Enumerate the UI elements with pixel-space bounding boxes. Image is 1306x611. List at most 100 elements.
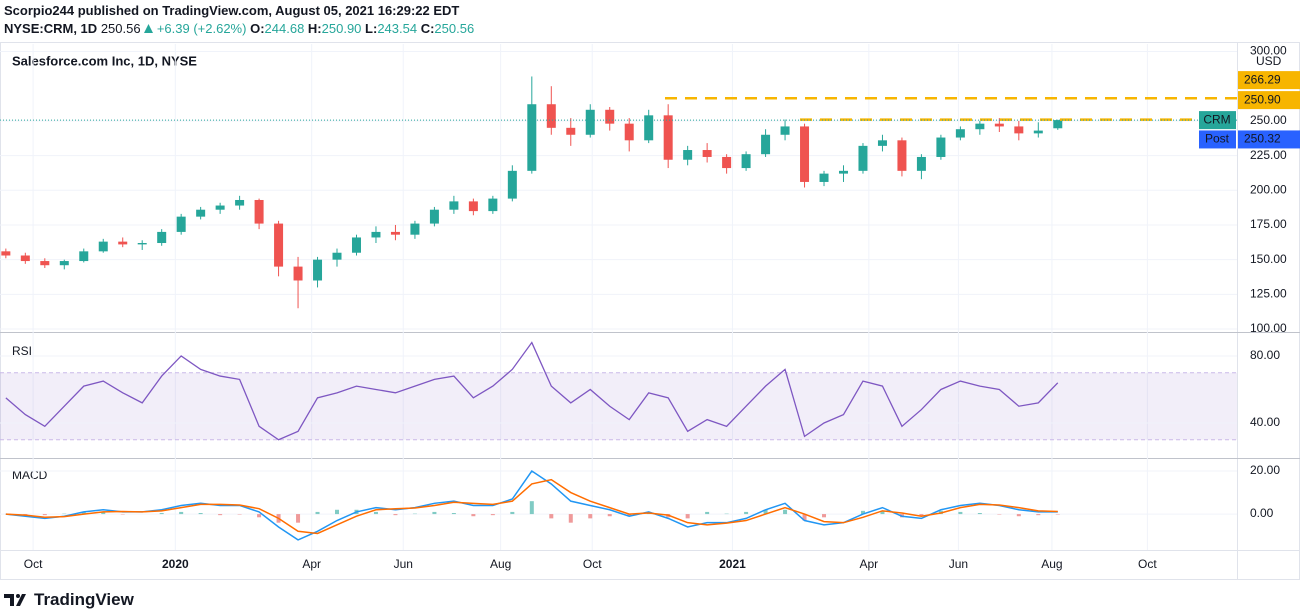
post-name-box — [1199, 130, 1236, 149]
candle-body — [59, 261, 69, 266]
chart: Salesforce.com Inc, 1D, NYSE USD RSI MAC… — [0, 42, 1300, 580]
x-tick-label: 2020 — [162, 557, 189, 571]
candle-body — [429, 209, 439, 224]
candle-body — [527, 104, 537, 171]
histogram-bar — [802, 514, 807, 521]
histogram-bar — [529, 501, 534, 515]
candle-body — [371, 231, 381, 238]
candle-body — [507, 170, 517, 199]
ohlc-label: O: — [250, 21, 265, 36]
x-tick-label: Aug — [490, 557, 511, 571]
histogram-bar — [783, 509, 788, 515]
candle-body — [975, 123, 985, 130]
candle-body — [1, 251, 11, 256]
candle-body — [196, 209, 206, 217]
histogram-bar — [101, 511, 106, 515]
candle-body — [605, 109, 615, 124]
candle-body — [1033, 130, 1043, 134]
candle-body — [897, 140, 907, 171]
x-tick-label: Oct — [24, 557, 43, 571]
logo — [4, 594, 26, 606]
brand: TradingView — [34, 590, 134, 609]
y-tick-label: 100.00 — [1250, 321, 1287, 335]
candle-body — [40, 261, 50, 266]
candle-body — [176, 216, 186, 232]
last-name-box — [1199, 111, 1236, 130]
histogram-bar — [257, 514, 262, 518]
candle-body — [585, 109, 595, 135]
candle-body — [468, 201, 478, 212]
chart-title: Salesforce.com Inc, 1D, NYSE — [12, 53, 197, 68]
rsi-line — [5, 341, 1059, 441]
histogram-bar — [510, 511, 515, 515]
candle-body — [20, 255, 30, 262]
candle-body — [683, 150, 693, 160]
histogram-bar — [198, 512, 203, 515]
histogram-bar — [919, 514, 924, 517]
x-tick-label: Apr — [302, 557, 321, 571]
y-tick-label: 40.00 — [1250, 415, 1280, 429]
post-name: Post — [1205, 132, 1230, 146]
candle-body — [800, 126, 810, 182]
histogram-bar — [568, 514, 573, 523]
candle-body — [98, 241, 108, 252]
ohlc-value: 243.54 — [377, 21, 418, 36]
histogram-bar — [860, 510, 865, 515]
candle-body — [877, 140, 887, 146]
histogram-bar — [432, 511, 437, 515]
symbol-line: NYSE:CRM, 1D 250.56 +6.39 (+2.62%) O:244… — [4, 20, 474, 38]
histogram-bar — [81, 511, 86, 515]
price: 250.56 — [100, 21, 141, 36]
candle-body — [644, 115, 654, 141]
candle-body — [858, 145, 868, 171]
candle-body — [780, 126, 790, 135]
candle-body — [955, 129, 965, 138]
histogram-bar — [471, 514, 476, 517]
symbol: NYSE:CRM, 1D — [4, 21, 98, 36]
candle-body — [838, 170, 848, 174]
histogram-bar — [296, 514, 301, 523]
x-tick-label: Oct — [1138, 557, 1157, 571]
level-label-box — [1238, 71, 1300, 90]
y-tick-label: 80.00 — [1250, 348, 1280, 362]
publisher: Scorpio244 published on TradingView.com,… — [4, 3, 460, 18]
y-tick-label: 225.00 — [1250, 148, 1287, 162]
candle-body — [761, 134, 771, 155]
histogram-bar — [627, 514, 632, 517]
histogram-bar — [685, 514, 690, 519]
histogram-bar — [373, 511, 378, 515]
ohlc-value: 250.56 — [434, 21, 475, 36]
histogram-bar — [763, 509, 768, 515]
y-tick-label: 300.00 — [1250, 44, 1287, 58]
histogram-bar — [607, 514, 612, 517]
x-tick-label: Oct — [583, 557, 602, 571]
histogram-bar — [822, 514, 827, 518]
signal-line — [5, 478, 1058, 535]
histogram-bar — [958, 511, 963, 515]
y-tick-label: 0.00 — [1250, 506, 1274, 520]
candle-body — [936, 137, 946, 157]
x-tick-label: Apr — [859, 557, 878, 571]
currency: USD — [1256, 54, 1282, 68]
histogram-bar — [335, 509, 340, 515]
candle-body — [235, 199, 245, 206]
level-label: 250.90 — [1244, 92, 1281, 106]
ohlc-value: 244.68 — [264, 21, 305, 36]
x-tick-label: Aug — [1041, 557, 1062, 571]
candle-body — [313, 259, 323, 281]
histogram-bar — [705, 511, 710, 515]
rsi-band — [0, 372, 1237, 440]
histogram-bar — [880, 510, 885, 515]
candle-body — [488, 198, 498, 212]
candle-body — [449, 201, 459, 210]
last-name: CRM — [1203, 112, 1230, 126]
histogram-bar — [451, 512, 456, 515]
candle-body — [546, 104, 556, 128]
histogram-bar — [159, 512, 164, 515]
y-tick-label: 20.00 — [1250, 463, 1280, 477]
candle-body — [157, 231, 167, 244]
candle-body — [702, 150, 712, 157]
header: Scorpio244 published on TradingView.com,… — [4, 2, 474, 38]
footer: TradingView — [4, 590, 134, 610]
